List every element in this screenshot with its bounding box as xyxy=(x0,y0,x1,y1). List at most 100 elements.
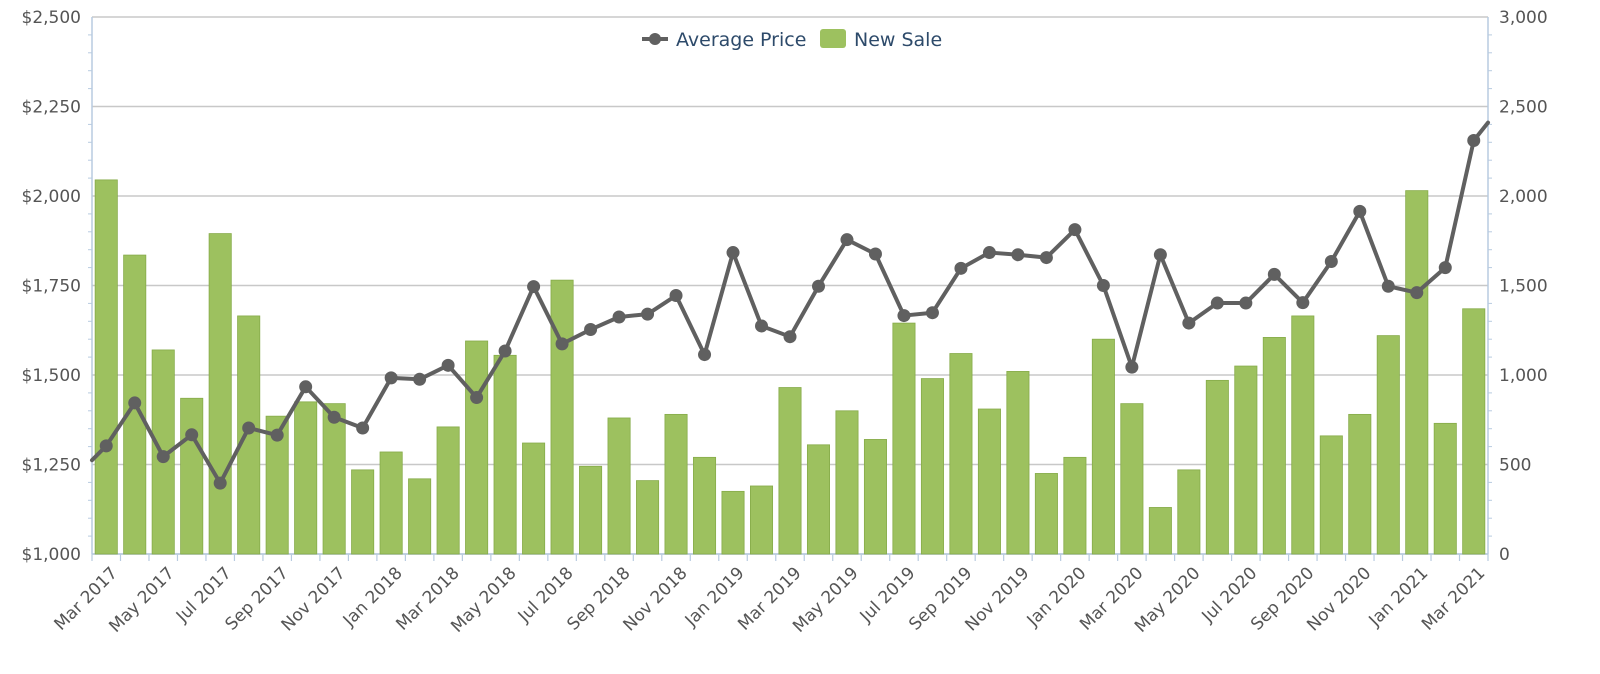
bar-new-sale xyxy=(778,387,802,555)
right-tick-label: 2,500 xyxy=(1499,98,1548,118)
bar-new-sale xyxy=(493,354,517,555)
bar-new-sale xyxy=(579,465,603,555)
new-sale-bars xyxy=(94,179,1486,555)
price-point xyxy=(840,233,854,247)
right-tick-label: 500 xyxy=(1499,456,1531,476)
price-point xyxy=(669,289,683,303)
bar-new-sale xyxy=(436,426,460,555)
price-point xyxy=(156,450,170,464)
price-point xyxy=(1011,248,1025,262)
bar-new-sale xyxy=(1148,507,1172,555)
bar-new-sale xyxy=(94,179,118,555)
left-tick-label: $2,250 xyxy=(22,98,81,118)
legend-item-new-sale[interactable]: New Sale xyxy=(820,29,942,51)
bar-new-sale xyxy=(607,417,631,555)
legend-bar-swatch xyxy=(820,29,846,48)
bar-new-sale xyxy=(351,469,375,555)
bar-new-sale xyxy=(1319,435,1343,555)
bar-new-sale xyxy=(237,315,261,555)
left-tick-label: $1,750 xyxy=(22,277,81,297)
price-point xyxy=(1296,296,1310,310)
price-point xyxy=(1324,255,1338,269)
bar-new-sale xyxy=(1006,371,1030,555)
price-point xyxy=(1125,360,1139,374)
bar-new-sale xyxy=(1348,413,1372,555)
bar-new-sale xyxy=(1405,190,1429,555)
bar-new-sale xyxy=(863,439,887,555)
price-point xyxy=(612,310,626,324)
bar-new-sale xyxy=(408,478,432,555)
price-point xyxy=(185,428,199,442)
price-point xyxy=(1239,296,1253,310)
right-axis-ticks: 0 500 1,000 1,500 2,000 2,500 3,000 xyxy=(1499,8,1548,565)
bar-new-sale xyxy=(180,397,204,555)
bar-new-sale xyxy=(1120,403,1144,555)
price-point xyxy=(698,348,712,362)
price-point xyxy=(1182,316,1196,330)
bar-new-sale xyxy=(949,353,973,555)
bar-new-sale xyxy=(1262,337,1286,555)
bar-new-sale xyxy=(265,415,289,555)
legend-label-average-price: Average Price xyxy=(676,29,806,51)
price-point xyxy=(555,337,569,351)
bar-new-sale xyxy=(835,410,859,555)
price-point xyxy=(99,439,113,453)
bar-new-sale xyxy=(550,279,574,555)
price-point xyxy=(783,330,797,344)
price-point xyxy=(982,246,996,260)
left-tick-label: $1,250 xyxy=(22,456,81,476)
price-point xyxy=(1467,134,1481,148)
bar-new-sale xyxy=(721,490,745,555)
price-point xyxy=(242,421,256,435)
price-point xyxy=(470,391,484,405)
price-point xyxy=(1381,279,1395,293)
price-point xyxy=(1267,267,1281,281)
bar-new-sale xyxy=(693,456,717,555)
price-point xyxy=(811,279,825,293)
price-point xyxy=(270,428,284,442)
bar-new-sale xyxy=(522,442,546,555)
legend-point-marker xyxy=(649,33,661,45)
right-tick-label: 3,000 xyxy=(1499,8,1548,28)
price-point xyxy=(897,309,911,323)
price-point xyxy=(1438,261,1452,275)
price-point xyxy=(755,319,769,333)
price-point xyxy=(1210,296,1224,310)
price-point xyxy=(1410,286,1424,300)
bar-new-sale xyxy=(322,403,346,555)
price-point xyxy=(527,280,541,294)
bar-new-sale xyxy=(636,480,660,555)
bar-new-sale xyxy=(379,451,403,555)
bar-new-sale xyxy=(664,413,688,555)
price-point xyxy=(1353,204,1367,218)
bar-new-sale xyxy=(892,322,916,555)
left-axis-ticks: $1,000 $1,250 $1,500 $1,750 $2,000 $2,250 $2,5… xyxy=(22,8,81,565)
price-point xyxy=(356,421,370,435)
price-point xyxy=(726,246,740,260)
legend-item-average-price[interactable]: Average Price xyxy=(642,29,806,51)
bar-new-sale xyxy=(806,444,831,555)
price-point xyxy=(1039,251,1053,265)
right-tick-label: 2,000 xyxy=(1499,187,1548,207)
price-point xyxy=(1153,248,1167,262)
price-point xyxy=(868,247,882,261)
bar-new-sale xyxy=(1433,422,1457,555)
right-tick-label: 0 xyxy=(1499,545,1510,565)
price-point xyxy=(1068,223,1082,237)
bar-new-sale xyxy=(294,401,318,555)
price-point xyxy=(641,307,655,321)
left-tick-label: $2,000 xyxy=(22,187,81,207)
bar-new-sale xyxy=(1462,308,1486,555)
bar-new-sale xyxy=(465,340,489,555)
average-price-line xyxy=(90,120,1490,490)
price-point xyxy=(584,323,598,337)
legend-label-new-sale: New Sale xyxy=(854,29,942,51)
bar-new-sale xyxy=(920,378,944,555)
bar-new-sale xyxy=(977,408,1001,555)
right-tick-label: 1,000 xyxy=(1499,366,1548,386)
price-point xyxy=(954,261,968,275)
price-point xyxy=(413,372,427,386)
bar-new-sale xyxy=(1205,379,1229,555)
